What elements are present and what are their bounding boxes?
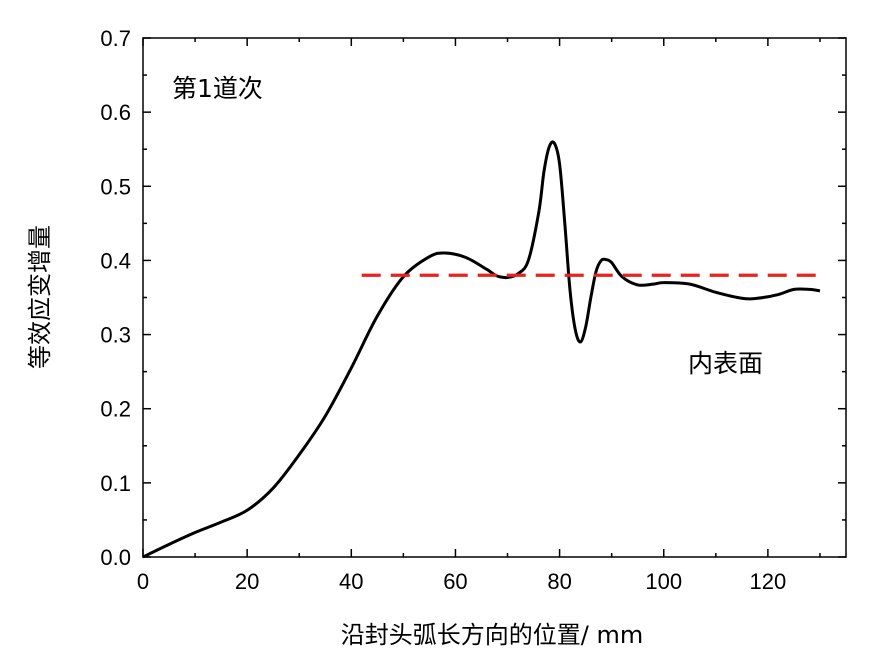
x-tick-label: 0 bbox=[137, 569, 149, 594]
y-tick-label: 0.0 bbox=[100, 545, 131, 570]
x-tick-label: 40 bbox=[339, 569, 363, 594]
x-axis-title: 沿封头弧长方向的位置/ mm bbox=[341, 621, 643, 649]
y-tick-label: 0.2 bbox=[100, 397, 131, 422]
y-tick-label: 0.4 bbox=[100, 248, 131, 273]
y-tick-label: 0.3 bbox=[100, 323, 131, 348]
y-tick-label: 0.5 bbox=[100, 174, 131, 199]
tick-labels: 0 20 40 60 80 100 120 0.0 0.1 0.2 0.3 0.4 0.5 0.6 0.7 bbox=[100, 26, 786, 594]
y-tick-label: 0.1 bbox=[100, 471, 131, 496]
annotation-pass: 第1道次 bbox=[172, 74, 263, 103]
x-tick-label: 60 bbox=[443, 569, 467, 594]
series bbox=[142, 140, 821, 559]
x-tick-label: 80 bbox=[547, 569, 571, 594]
x-tick-label: 120 bbox=[750, 569, 787, 594]
axis-ticks bbox=[142, 37, 846, 558]
annotation-inner-surface: 内表面 bbox=[688, 349, 763, 378]
y-tick-label: 0.7 bbox=[100, 26, 131, 51]
y-tick-label: 0.6 bbox=[100, 100, 131, 125]
y-axis-title: 等效应变增量 bbox=[26, 225, 54, 369]
x-tick-label: 100 bbox=[645, 569, 682, 594]
x-tick-label: 20 bbox=[235, 569, 259, 594]
strain-curve-line bbox=[142, 140, 821, 559]
